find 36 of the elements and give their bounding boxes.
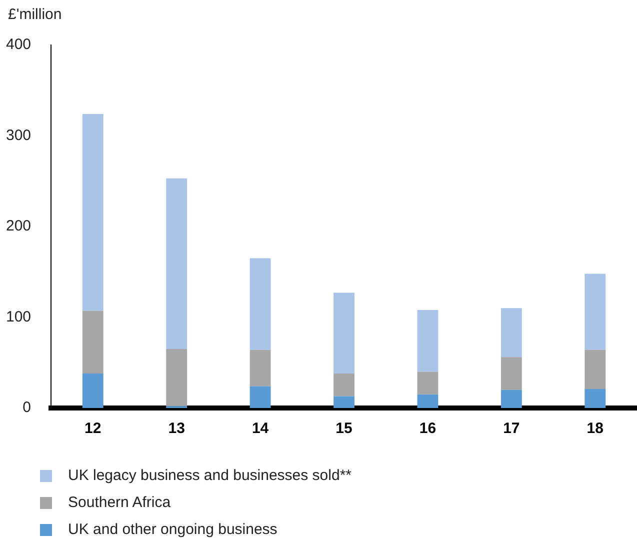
bar (500, 390, 522, 408)
y-tick-label: 200 (6, 218, 32, 235)
bar (250, 258, 271, 350)
bar (584, 350, 606, 389)
bar (584, 274, 606, 350)
x-tick-label: 12 (84, 420, 102, 438)
bar (417, 310, 438, 372)
x-tick-label: 13 (168, 420, 185, 438)
bar (417, 372, 438, 394)
bar (166, 178, 188, 350)
bar (250, 386, 271, 408)
bar (334, 374, 354, 396)
y-tick-label: 0 (22, 399, 32, 416)
bar (166, 349, 188, 406)
bar (82, 374, 104, 408)
legend-label: UK legacy business and businesses sold** (68, 467, 352, 484)
x-tick-label: 16 (419, 420, 436, 438)
bar (334, 292, 354, 374)
x-tick-label: 14 (252, 420, 270, 438)
y-tick-label: 100 (6, 308, 32, 326)
bar (82, 310, 104, 374)
bar (334, 396, 354, 408)
x-tick-label: 17 (503, 420, 520, 438)
legend-label: Southern Africa (68, 494, 171, 511)
bar (500, 357, 522, 390)
x-tick-label: 15 (336, 420, 352, 438)
bar (500, 308, 522, 358)
y-tick-label: 300 (6, 126, 32, 144)
bar (584, 388, 606, 408)
y-axis-title: £'million (8, 6, 62, 23)
bar (417, 394, 438, 408)
x-tick-label: 18 (586, 420, 604, 438)
bar (250, 350, 271, 386)
y-tick-label: 400 (6, 36, 32, 54)
legend-label: UK and other ongoing business (68, 521, 278, 538)
bar (82, 114, 104, 311)
